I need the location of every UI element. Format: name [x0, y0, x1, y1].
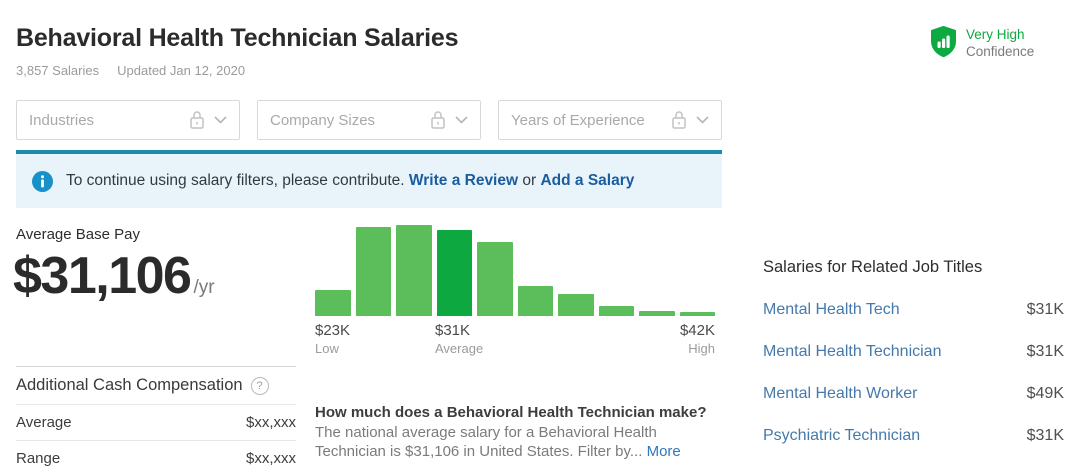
lock-icon	[190, 111, 204, 129]
acc-title: Additional Cash Compensation	[16, 376, 243, 394]
axis-label-average: $31K Average	[435, 322, 484, 356]
related-row: Mental Health Tech $31K	[763, 301, 1064, 319]
about-question: How much does a Behavioral Health Techni…	[315, 404, 707, 421]
contribute-banner: To continue using salary filters, please…	[16, 150, 722, 208]
confidence-text: Very High Confidence	[966, 26, 1034, 60]
lock-icon	[431, 111, 445, 129]
updated-date: Updated Jan 12, 2020	[117, 63, 246, 78]
more-link[interactable]: More	[646, 443, 681, 460]
related-row: Mental Health Worker $49K	[763, 385, 1064, 403]
confidence-word: Confidence	[966, 44, 1035, 59]
filter-company-sizes[interactable]: Company Sizes	[257, 100, 481, 140]
histogram-bar[interactable]	[639, 310, 675, 316]
additional-cash-compensation: Additional Cash Compensation ? Average $…	[16, 366, 296, 467]
histogram-bar[interactable]	[355, 226, 391, 316]
chevron-down-icon	[696, 116, 709, 124]
filter-years-experience[interactable]: Years of Experience	[498, 100, 722, 140]
axis-label-low: $23K Low	[315, 322, 351, 356]
filter-years-experience-label: Years of Experience	[511, 111, 645, 129]
average-base-pay-label: Average Base Pay	[16, 226, 140, 243]
related-job-salary: $31K	[1026, 343, 1064, 360]
related-row: Psychiatric Technician $31K	[763, 427, 1064, 445]
related-job-titles: Salaries for Related Job Titles Mental H…	[763, 258, 1064, 445]
add-salary-link[interactable]: Add a Salary	[540, 172, 635, 189]
acc-title-row: Additional Cash Compensation ?	[16, 366, 296, 395]
salary-histogram	[315, 225, 715, 316]
about-body: The national average salary for a Behavi…	[315, 423, 681, 461]
page-subtitle: 3,857 Salaries Updated Jan 12, 2020	[16, 63, 263, 78]
write-review-link[interactable]: Write a Review	[408, 172, 519, 189]
related-job-salary: $49K	[1026, 385, 1064, 402]
filter-industries-label: Industries	[29, 111, 95, 129]
histogram-bar[interactable]	[315, 289, 351, 316]
confidence-badge: Very High Confidence	[930, 26, 1034, 62]
related-job-link[interactable]: Mental Health Worker	[763, 385, 918, 402]
related-row: Mental Health Technician $31K	[763, 343, 1064, 361]
histogram-bar[interactable]	[598, 306, 634, 316]
histogram-bar[interactable]	[396, 225, 432, 316]
chevron-down-icon	[455, 116, 468, 124]
confidence-level: Very High	[966, 27, 1025, 42]
banner-conjunction: or	[522, 172, 537, 189]
help-icon[interactable]: ?	[250, 376, 269, 395]
base-pay-value: $31,106	[13, 247, 192, 305]
histogram-bar[interactable]	[558, 294, 594, 316]
acc-row-average: Average $xx,xxx	[16, 404, 296, 431]
average-base-pay-amount: $31,106/yr	[13, 246, 215, 306]
related-job-salary: $31K	[1026, 301, 1064, 318]
shield-chart-icon	[930, 26, 957, 62]
related-job-salary: $31K	[1026, 427, 1064, 444]
histogram-bar[interactable]	[679, 312, 715, 316]
histogram-axis-labels: $23K Low $31K Average $42K High	[315, 322, 715, 364]
banner-text: To continue using salary filters, please…	[66, 172, 634, 190]
chevron-down-icon	[214, 116, 227, 124]
about-section: How much does a Behavioral Health Techni…	[315, 403, 723, 462]
related-job-link[interactable]: Mental Health Technician	[763, 343, 942, 360]
info-icon	[32, 170, 53, 192]
related-job-link[interactable]: Psychiatric Technician	[763, 427, 921, 444]
histogram-bar[interactable]	[477, 242, 513, 316]
banner-message: To continue using salary filters, please…	[66, 172, 405, 189]
acc-row-range: Range $xx,xxx	[16, 440, 296, 467]
axis-label-high: $42K High	[679, 322, 715, 356]
related-title: Salaries for Related Job Titles	[763, 258, 983, 276]
page-title: Behavioral Health Technician Salaries	[16, 24, 459, 52]
base-pay-period: /yr	[193, 277, 215, 298]
histogram-bar-average[interactable]	[436, 230, 472, 316]
filter-company-sizes-label: Company Sizes	[270, 111, 376, 129]
filter-industries[interactable]: Industries	[16, 100, 240, 140]
filter-bar: Industries Company Sizes Years of Experi…	[16, 100, 722, 140]
related-job-link[interactable]: Mental Health Tech	[763, 301, 900, 318]
lock-icon	[672, 111, 686, 129]
salaries-count: 3,857 Salaries	[16, 63, 100, 78]
histogram-bar[interactable]	[517, 285, 553, 316]
